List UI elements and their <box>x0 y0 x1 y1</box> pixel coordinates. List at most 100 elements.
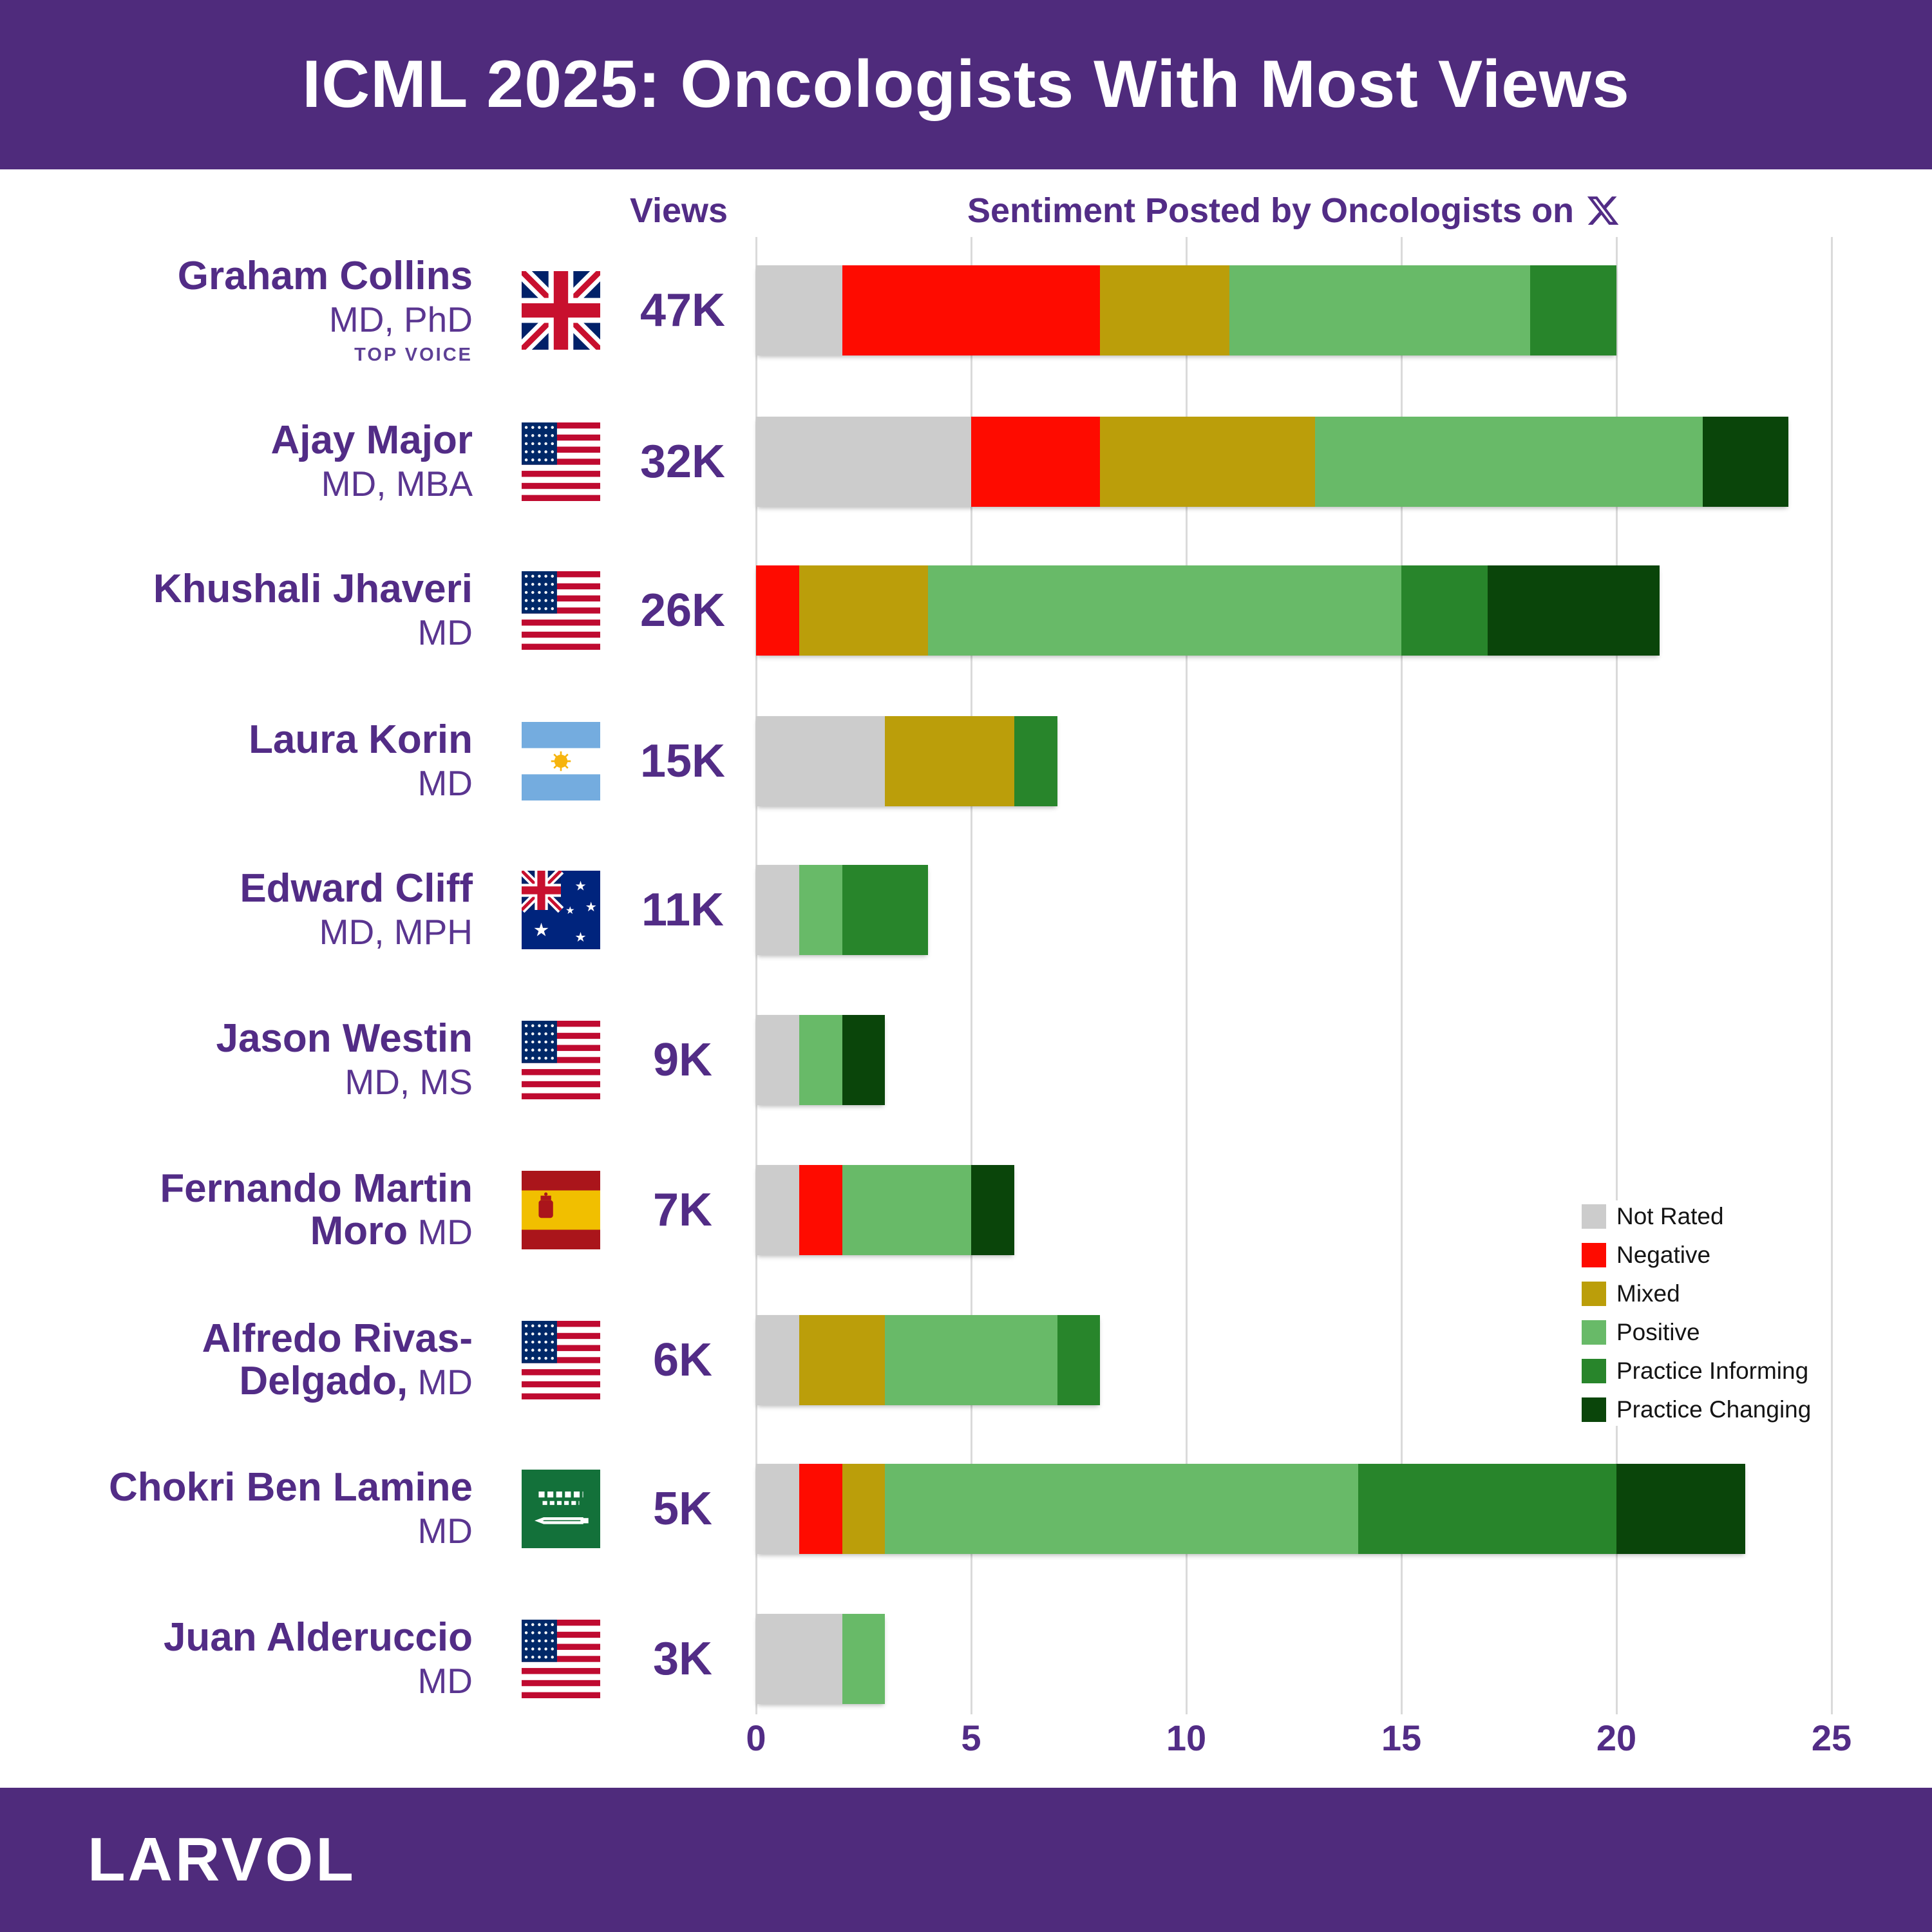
legend-item-practice-informing: Practice Informing <box>1582 1358 1811 1385</box>
page-title: ICML 2025: Oncologists With Most Views <box>302 47 1630 122</box>
oncologist-credentials: MD <box>417 612 473 652</box>
oncologist-credentials: MD, MPH <box>319 912 473 952</box>
bar-segment-practice-informing <box>1401 565 1488 656</box>
gridline-15 <box>1400 237 1403 1714</box>
bar-segment-practice-changing <box>842 1015 886 1105</box>
svg-text:★: ★ <box>574 929 586 945</box>
legend-label: Positive <box>1616 1319 1700 1345</box>
oncologist-label: Graham Collins MD, PhD TOP VOICE <box>39 254 473 365</box>
views-value: 7K <box>652 1184 713 1236</box>
footer-band: LARVOL <box>0 1788 1932 1932</box>
bar-segment-positive <box>799 865 842 955</box>
legend-item-positive: Positive <box>1582 1319 1811 1346</box>
bar-segment-negative <box>971 417 1101 507</box>
bar-segment-positive <box>842 1165 971 1255</box>
oncologist-label: Juan Alderuccio MD <box>39 1614 473 1704</box>
gridline-10 <box>1185 237 1188 1714</box>
bar-segment-positive <box>842 1614 886 1704</box>
oncologist-name: Fernando Martin <box>160 1166 473 1211</box>
oncologist-name: Chokri Ben Lamine <box>109 1465 473 1510</box>
x-axis-tick-label: 15 <box>1381 1718 1422 1758</box>
oncologist-name: Moro <box>310 1209 408 1253</box>
flag-united-states-icon <box>522 1321 600 1399</box>
bar-segment-practice-informing <box>842 865 929 955</box>
bar-segment-positive <box>1229 265 1531 355</box>
x-axis-tick-label: 25 <box>1811 1718 1852 1758</box>
legend-item-negative: Negative <box>1582 1242 1811 1269</box>
bar-segment-practice-informing <box>1530 265 1616 355</box>
x-axis-tick-label: 5 <box>961 1718 981 1758</box>
bar-segment-practice-informing <box>1358 1464 1616 1554</box>
flag-united-states-icon <box>522 1620 600 1698</box>
bar-segment-not-rated <box>756 865 799 955</box>
legend-item-not-rated: Not Rated <box>1582 1203 1811 1230</box>
bar-segment-positive <box>885 1464 1359 1554</box>
oncologist-name: Ajay Major <box>270 418 473 463</box>
views-value: 11K <box>641 884 724 936</box>
bar-segment-practice-changing <box>971 1165 1014 1255</box>
bar-segment-not-rated <box>756 716 886 806</box>
views-value: 3K <box>652 1633 713 1685</box>
bar-segment-practice-changing <box>1702 417 1789 507</box>
legend-label: Mixed <box>1616 1280 1680 1307</box>
views-column-header: Views <box>629 191 728 230</box>
bar-segment-practice-informing <box>1057 1315 1101 1405</box>
bar-segment-not-rated <box>756 1464 799 1554</box>
bar-segment-mixed <box>1100 265 1229 355</box>
oncologist-name: Jason Westin <box>216 1016 473 1061</box>
bar-segment-negative <box>756 565 799 656</box>
sentiment-bar <box>756 265 1616 355</box>
bar-segment-not-rated <box>756 265 842 355</box>
legend-swatch-practice-changing <box>1582 1397 1606 1422</box>
bar-segment-mixed <box>1100 417 1316 507</box>
flag-spain-icon <box>522 1171 600 1249</box>
legend-item-mixed: Mixed <box>1582 1280 1811 1307</box>
x-axis-tick-label: 10 <box>1166 1718 1207 1758</box>
gridline-0 <box>755 237 757 1714</box>
views-value: 32K <box>639 436 726 488</box>
oncologist-label: Fernando Martin Moro MD <box>39 1165 473 1255</box>
flag-argentina-icon <box>522 722 600 800</box>
legend-swatch-negative <box>1582 1243 1606 1267</box>
flag-united-states-icon <box>522 571 600 650</box>
flag-australia-icon: ★ ★ ★ ★ ★ <box>522 871 600 949</box>
bar-segment-mixed <box>799 565 929 656</box>
bar-segment-practice-changing <box>1616 1464 1746 1554</box>
views-value: 15K <box>639 735 726 787</box>
oncologist-credentials: MD <box>417 1661 473 1701</box>
bar-segment-practice-changing <box>1487 565 1660 656</box>
oncologist-credentials: MD <box>417 1511 473 1551</box>
sentiment-bar <box>756 1614 886 1704</box>
oncologist-label: Chokri Ben Lamine MD <box>39 1464 473 1554</box>
bar-segment-negative <box>842 265 1101 355</box>
bar-segment-negative <box>799 1165 842 1255</box>
bar-segment-mixed <box>885 716 1014 806</box>
bar-segment-positive <box>1315 417 1703 507</box>
oncologist-name: Laura Korin <box>249 717 473 762</box>
legend-swatch-mixed <box>1582 1282 1606 1306</box>
sentiment-bar <box>756 865 929 955</box>
oncologist-credentials: MD <box>408 1212 473 1252</box>
bar-segment-practice-informing <box>1014 716 1057 806</box>
sentiment-header-label: Sentiment Posted by Oncologists on <box>967 191 1575 230</box>
legend-label: Practice Informing <box>1616 1358 1809 1384</box>
bar-segment-not-rated <box>756 417 971 507</box>
sentiment-bar <box>756 716 1057 806</box>
views-value: 47K <box>639 285 726 336</box>
sentiment-bar <box>756 1165 1014 1255</box>
x-logo-icon <box>1586 193 1620 228</box>
oncologist-label: Alfredo Rivas- Delgado, MD <box>39 1315 473 1405</box>
sentiment-bar <box>756 417 1789 507</box>
x-axis-tick-label: 0 <box>746 1718 766 1758</box>
bar-segment-not-rated <box>756 1165 799 1255</box>
x-axis-tick-label: 20 <box>1596 1718 1637 1758</box>
oncologist-name: Graham Collins <box>177 253 473 298</box>
sentiment-bar <box>756 1464 1746 1554</box>
flag-united-states-icon <box>522 1021 600 1099</box>
sentiment-bar <box>756 565 1660 656</box>
bar-segment-positive <box>928 565 1401 656</box>
brand-logo: LARVOL <box>88 1825 356 1894</box>
svg-text:★: ★ <box>574 878 586 894</box>
legend-swatch-practice-informing <box>1582 1359 1606 1383</box>
